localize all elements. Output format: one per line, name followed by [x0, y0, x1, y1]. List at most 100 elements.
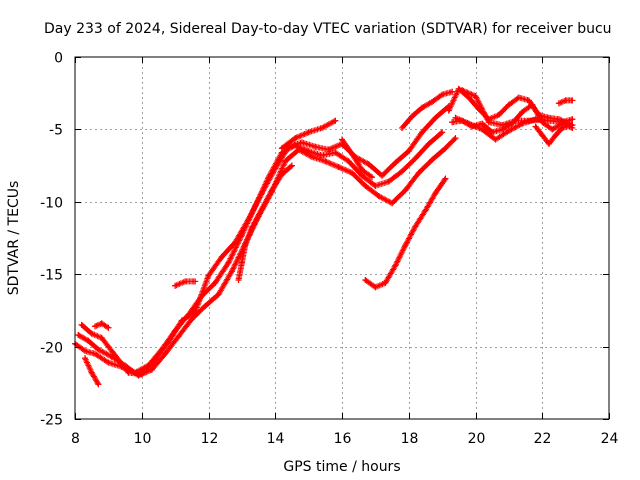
- data-point: [92, 323, 99, 330]
- data-point: [442, 175, 449, 182]
- data-point: [205, 272, 212, 279]
- data-point: [218, 253, 225, 260]
- data-point: [495, 111, 502, 118]
- data-point: [492, 136, 499, 143]
- data-point: [112, 352, 119, 359]
- y-tick-label: -10: [40, 196, 63, 212]
- series-track-o: [452, 114, 576, 143]
- series-track-q: [555, 97, 576, 107]
- data-point: [215, 291, 222, 298]
- data-point: [125, 369, 132, 376]
- data-point: [369, 174, 376, 181]
- data-point: [258, 206, 265, 213]
- data-point: [105, 359, 112, 366]
- data-point: [545, 140, 552, 147]
- data-point: [78, 321, 85, 328]
- data-point: [402, 187, 409, 194]
- data-point: [345, 158, 352, 165]
- data-point: [228, 268, 235, 275]
- data-point: [272, 165, 279, 172]
- data-point: [202, 303, 209, 310]
- data-point: [359, 172, 366, 179]
- data-point: [432, 190, 439, 197]
- data-point: [95, 346, 102, 353]
- data-point: [409, 113, 416, 120]
- data-point: [162, 350, 169, 357]
- data-point: [439, 91, 446, 98]
- data-point: [308, 153, 315, 160]
- data-point: [512, 117, 519, 124]
- data-point: [318, 124, 325, 131]
- data-point: [182, 278, 189, 285]
- data-point: [569, 122, 576, 129]
- data-point: [268, 187, 275, 194]
- x-axis-label: GPS time / hours: [283, 459, 400, 475]
- data-point: [439, 129, 446, 136]
- y-tick-label: -20: [40, 341, 63, 357]
- y-axis-label: SDTVAR / TECUs: [6, 181, 22, 296]
- data-point: [235, 276, 242, 283]
- x-tick-label: 8: [71, 431, 80, 447]
- data-point: [92, 350, 99, 357]
- data-point: [105, 324, 112, 331]
- data-point: [445, 107, 452, 114]
- data-point: [569, 97, 576, 104]
- data-point: [529, 101, 536, 108]
- data-point: [248, 224, 255, 231]
- data-point: [362, 182, 369, 189]
- data-point: [322, 158, 329, 165]
- series-track-d: [82, 355, 102, 388]
- data-point: [429, 98, 436, 105]
- data-point: [422, 207, 429, 214]
- data-point: [425, 140, 432, 147]
- y-tick-label: 0: [54, 51, 63, 67]
- data-point: [405, 148, 412, 155]
- data-point: [305, 129, 312, 136]
- series-track-g: [235, 162, 295, 283]
- data-point: [532, 123, 539, 130]
- data-point: [559, 119, 566, 126]
- data-point: [399, 124, 406, 131]
- data-point: [455, 85, 462, 92]
- data-point: [332, 117, 339, 124]
- data-point: [278, 145, 285, 152]
- data-point: [452, 114, 459, 121]
- data-point: [429, 156, 436, 163]
- x-tick-label: 14: [267, 431, 285, 447]
- x-tick-label: 16: [334, 431, 352, 447]
- data-point: [98, 320, 105, 327]
- data-point: [545, 117, 552, 124]
- series-track-e: [92, 320, 112, 331]
- data-point: [552, 132, 559, 139]
- data-point: [532, 116, 539, 123]
- data-point: [442, 145, 449, 152]
- data-point: [98, 334, 105, 341]
- data-point: [292, 135, 299, 142]
- data-point: [382, 279, 389, 286]
- data-point: [95, 381, 102, 388]
- data-point: [412, 155, 419, 162]
- data-point: [459, 87, 466, 94]
- data-point: [339, 136, 345, 143]
- data-point: [452, 135, 459, 142]
- data-point: [172, 282, 179, 289]
- data-point: [549, 126, 556, 133]
- data-point: [212, 279, 219, 286]
- data-point: [472, 93, 479, 100]
- data-point: [432, 114, 439, 121]
- data-point: [225, 259, 232, 266]
- data-point: [242, 242, 249, 249]
- chart-title: Day 233 of 2024, Sidereal Day-to-day VTE…: [44, 21, 612, 37]
- data-point: [82, 355, 89, 362]
- data-point: [82, 347, 89, 354]
- data-point: [165, 339, 172, 346]
- data-point: [288, 162, 295, 169]
- data-point: [569, 116, 576, 123]
- data-point: [312, 143, 319, 150]
- data-point: [449, 88, 456, 95]
- data-point: [505, 101, 512, 108]
- data-point: [88, 369, 95, 376]
- data-point: [372, 182, 379, 189]
- data-point: [75, 332, 82, 339]
